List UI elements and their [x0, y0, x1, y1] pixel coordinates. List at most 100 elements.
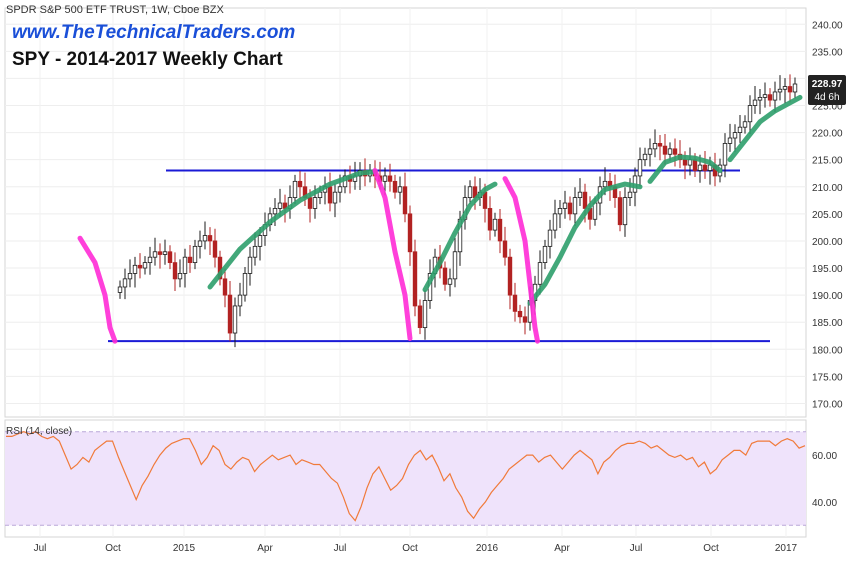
xtick-label: Apr: [554, 543, 570, 554]
price-ytick-label: 220.00: [812, 129, 843, 140]
candle-body: [512, 294, 518, 312]
candle-body: [237, 294, 243, 307]
candle-body: [722, 143, 728, 166]
candle-body: [312, 197, 318, 209]
candle-body: [152, 251, 158, 258]
candle-body: [172, 262, 178, 280]
candle-body: [277, 202, 283, 209]
candle-body: [582, 191, 588, 209]
xtick-label: Jul: [334, 543, 347, 554]
candle-body: [222, 278, 228, 296]
price-ytick-label: 215.00: [812, 156, 843, 167]
candle-body: [147, 256, 153, 264]
price-ytick-label: 185.00: [812, 318, 843, 329]
candle-body: [547, 229, 553, 247]
candle-body: [247, 256, 253, 274]
candle-body: [272, 208, 278, 215]
candle-body: [232, 305, 238, 334]
candle-body: [697, 164, 703, 171]
price-tag-value: 228.97: [812, 79, 843, 90]
candle-body: [292, 180, 298, 199]
candle-body: [647, 148, 653, 155]
candle-body: [642, 153, 648, 161]
price-ytick-label: 205.00: [812, 210, 843, 221]
candle-body: [297, 180, 303, 188]
price-ytick-label: 235.00: [812, 47, 843, 58]
candle-body: [542, 245, 548, 264]
candle-body: [657, 143, 663, 147]
rsi-ytick-label: 60.00: [812, 451, 837, 462]
green-trend-line: [647, 154, 723, 184]
rsi-label: RSI (14, close): [6, 426, 73, 437]
candle-body: [227, 294, 233, 334]
candle-body: [652, 143, 658, 150]
candle-body: [552, 213, 558, 231]
candle-body: [252, 245, 258, 258]
candle-body: [182, 256, 188, 274]
candle-body: [157, 251, 163, 255]
candle-body: [772, 91, 778, 101]
candle-body: [617, 197, 623, 226]
candle-body: [692, 159, 698, 171]
price-tag-timer: 4d 6h: [814, 92, 839, 103]
candle-body: [622, 197, 628, 226]
price-tag-box: [808, 75, 846, 106]
candle-body: [757, 96, 763, 101]
candle-body: [122, 278, 128, 288]
candle-body: [502, 240, 508, 258]
candle-body: [382, 175, 388, 182]
candle-body: [137, 264, 143, 269]
candle-body: [402, 186, 408, 215]
candle-body: [197, 240, 203, 247]
candle-body: [492, 218, 498, 231]
magenta-trend-line: [77, 235, 118, 344]
candle-body: [727, 137, 733, 144]
price-ytick-label: 175.00: [812, 372, 843, 383]
candle-body: [507, 256, 513, 296]
candle-body: [767, 94, 773, 101]
candle-body: [702, 164, 708, 171]
candle-body: [637, 159, 643, 177]
candle-body: [167, 251, 173, 264]
candle-body: [517, 310, 523, 318]
candle-body: [307, 197, 313, 209]
price-ytick-label: 170.00: [812, 399, 843, 410]
candle-body: [787, 86, 793, 93]
candle-body: [242, 273, 248, 296]
candle-body: [412, 251, 418, 307]
candle-body: [162, 251, 168, 255]
xtick-label: Jul: [630, 543, 643, 554]
price-ytick-label: 190.00: [812, 291, 843, 302]
candle-body: [687, 159, 693, 166]
candle-body: [557, 208, 563, 215]
xtick-label: Oct: [402, 543, 418, 554]
candle-body: [562, 202, 568, 209]
candle-body: [142, 262, 148, 269]
candle-body: [212, 240, 218, 258]
candle-body: [662, 145, 668, 155]
candle-body: [392, 180, 398, 193]
candle-body: [537, 262, 543, 285]
candle-body: [332, 191, 338, 204]
xtick-label: 2017: [775, 543, 798, 554]
candle-body: [177, 273, 183, 280]
xtick-label: Oct: [703, 543, 719, 554]
candle-body: [337, 186, 343, 193]
candle-body: [567, 202, 573, 215]
candle-body: [572, 197, 578, 215]
candle-body: [117, 286, 123, 293]
price-ytick-label: 210.00: [812, 183, 843, 194]
green-trend-line: [207, 169, 378, 290]
price-ytick-label: 180.00: [812, 345, 843, 356]
candle-body: [422, 300, 428, 329]
candle-body: [682, 159, 688, 166]
candle-body: [792, 83, 798, 93]
xtick-label: 2015: [173, 543, 196, 554]
candle-body: [192, 245, 198, 264]
green-trend-line: [422, 181, 498, 293]
chart-title: SPY - 2014-2017 Weekly Chart: [12, 49, 283, 70]
green-trend-line: [527, 181, 643, 306]
green-trend-line: [727, 94, 803, 163]
